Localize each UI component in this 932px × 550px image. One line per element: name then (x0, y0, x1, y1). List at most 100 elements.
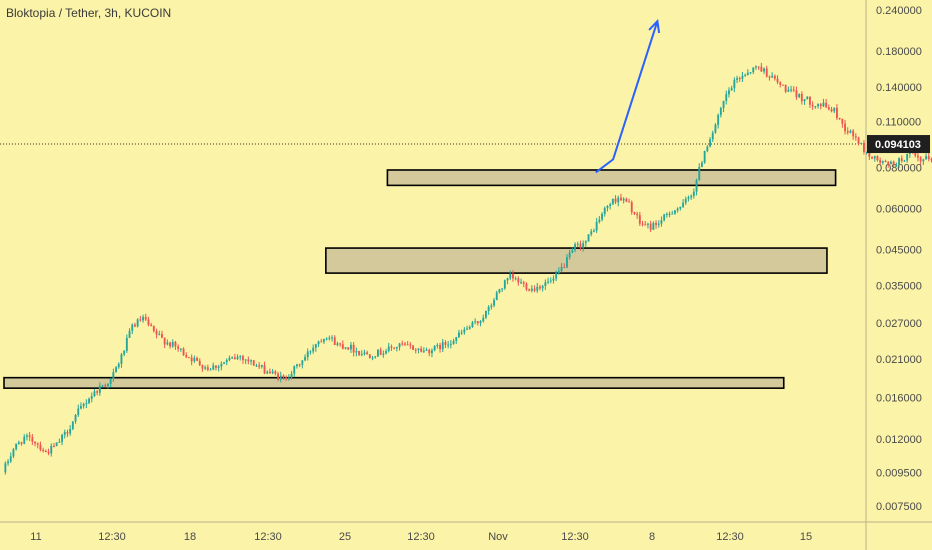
candle-body (387, 346, 390, 352)
candle-body (898, 158, 900, 165)
candle-body (412, 345, 414, 350)
candle-body (23, 436, 26, 444)
candle-body (309, 351, 312, 353)
candle-body (649, 223, 652, 230)
candle-body (220, 363, 223, 367)
candle-body (552, 278, 555, 281)
candle-body (314, 344, 317, 348)
candle-body (628, 201, 630, 203)
candle-body (228, 357, 231, 361)
candle-body (925, 156, 927, 160)
candle-body (514, 278, 517, 280)
candle-body (236, 356, 239, 360)
x-tick-label: 18 (184, 531, 196, 543)
x-tick-label: 12:30 (561, 531, 589, 543)
candle-body (517, 278, 520, 283)
candle-body (7, 461, 9, 464)
candle-body (549, 280, 552, 282)
projection-arrow-head (648, 19, 661, 34)
projection-arrow[interactable] (595, 20, 659, 174)
candle-body (503, 280, 506, 289)
candle-body (36, 443, 39, 445)
candle-body (630, 202, 633, 213)
candle-body (854, 136, 857, 138)
candle-body (428, 349, 431, 354)
candle-body (584, 241, 587, 244)
candle-body (169, 342, 171, 347)
candle-body (755, 66, 757, 68)
candle-body (196, 357, 198, 361)
candle-body (830, 109, 833, 112)
candle-body (458, 332, 460, 338)
candle-body (703, 151, 706, 163)
candle-body (698, 166, 701, 180)
candle-body (125, 337, 128, 351)
candle-body (120, 354, 123, 364)
candle-body (930, 159, 932, 161)
candle-body (763, 68, 765, 72)
candle-body (460, 332, 463, 334)
candle-body (687, 197, 690, 199)
candle-body (773, 75, 776, 79)
candle-body (655, 222, 657, 225)
candle-body (339, 343, 342, 345)
candle-body (336, 343, 339, 346)
candle-body (166, 342, 169, 345)
candle-body (69, 428, 72, 434)
candle-body (722, 100, 725, 109)
candle-body (9, 456, 12, 462)
candle-body (601, 213, 603, 220)
candle-body (422, 350, 425, 352)
candle-body (509, 274, 512, 279)
candle-body (182, 348, 185, 355)
candle-body (26, 435, 28, 437)
zone-rectangle[interactable] (386, 169, 837, 187)
candle-body (198, 360, 201, 366)
candle-body (212, 365, 215, 370)
candle-body (679, 206, 682, 209)
candle-body (296, 364, 298, 367)
candle-body (320, 341, 323, 343)
candle-body (433, 345, 436, 351)
candle-body (665, 213, 668, 215)
candle-body (660, 220, 663, 224)
zone-rectangle[interactable] (325, 247, 828, 274)
candle-body (757, 66, 760, 68)
candle-body (436, 344, 439, 346)
candle-body (4, 463, 7, 473)
candle-body (188, 357, 190, 359)
candle-body (325, 338, 328, 340)
candle-body (382, 353, 385, 355)
candle-body (263, 365, 266, 374)
candle-body (827, 107, 830, 110)
candle-body (139, 319, 142, 321)
candle-body (647, 223, 649, 225)
candle-body (530, 288, 533, 291)
x-tick-label: 11 (30, 531, 41, 543)
candle-body (622, 198, 625, 201)
candle-body (555, 272, 558, 279)
candle-body (852, 130, 855, 137)
candle-body (201, 365, 204, 369)
candle-body (144, 316, 147, 320)
candle-body (455, 337, 458, 342)
candle-body (193, 357, 196, 362)
candle-body (533, 288, 536, 291)
candle-body (863, 142, 865, 153)
candle-body (112, 372, 115, 379)
candle-body (895, 164, 898, 166)
candle-body (239, 356, 242, 358)
zone-rectangle[interactable] (3, 376, 785, 389)
y-tick-label: 0.021000 (876, 354, 922, 366)
candle-body (252, 360, 255, 366)
candle-body (80, 406, 82, 409)
candle-body (88, 398, 90, 404)
candle-body (390, 346, 393, 348)
candle-body (917, 155, 919, 158)
candle-body (590, 231, 593, 235)
candle-body (676, 208, 679, 211)
candle-body (177, 346, 180, 349)
candle-body (274, 371, 277, 374)
x-tick-label: 12:30 (716, 531, 744, 543)
